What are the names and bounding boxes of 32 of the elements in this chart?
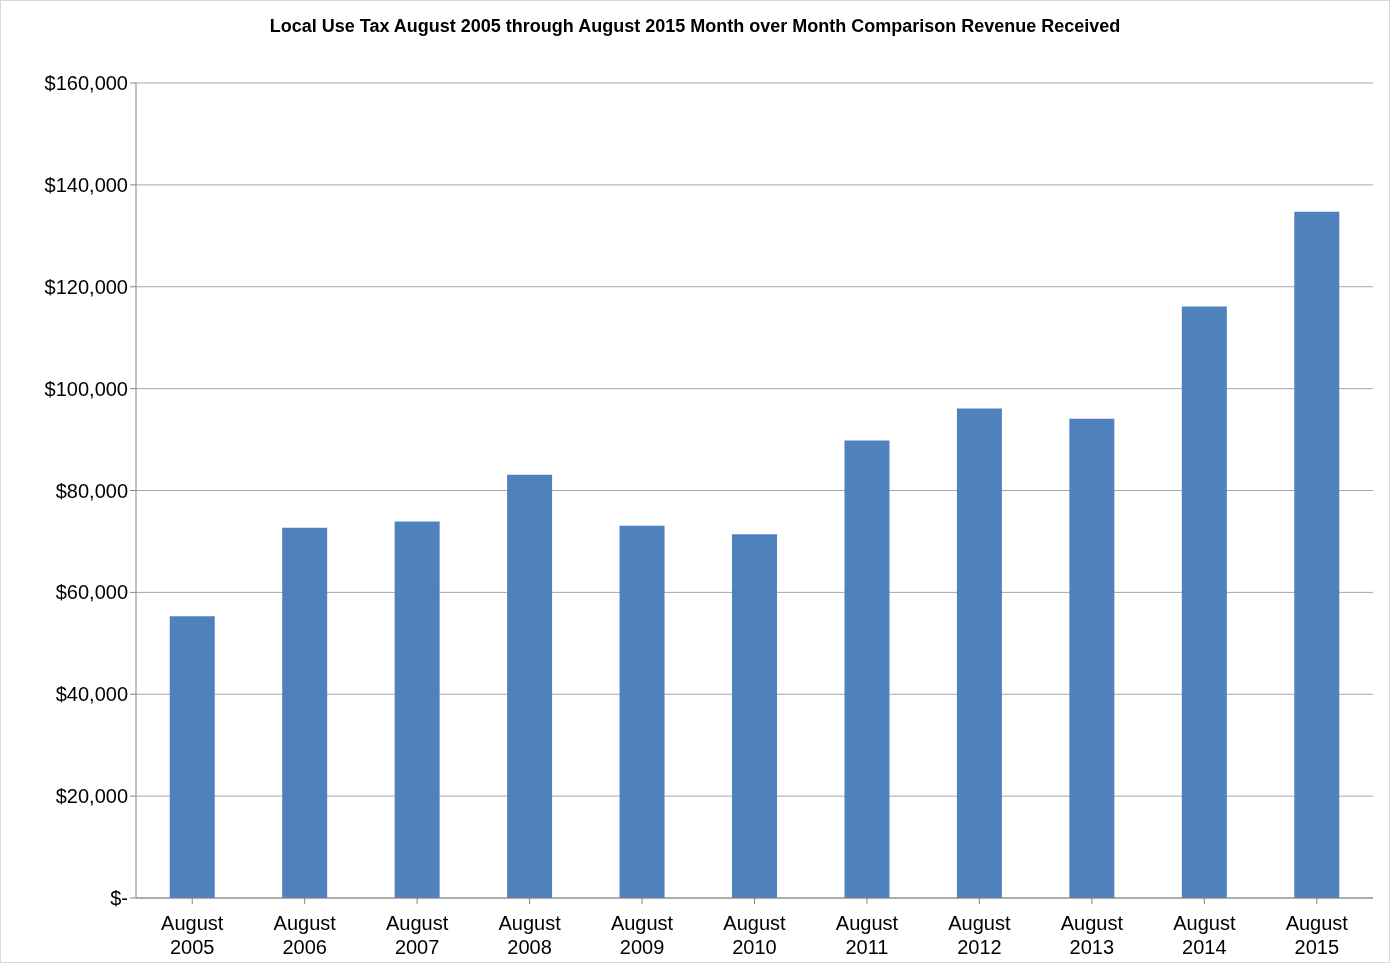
bar xyxy=(844,440,890,898)
bar xyxy=(1069,418,1115,898)
bar xyxy=(282,527,328,898)
x-tick-label: August 2011 xyxy=(835,912,899,958)
bar xyxy=(394,521,440,898)
y-tick-label: $100,000 xyxy=(44,377,128,400)
x-tick-label: August 2015 xyxy=(1285,912,1349,958)
x-tick-label: August 2014 xyxy=(1173,912,1236,958)
bar xyxy=(1294,211,1340,898)
y-tick-label: $- xyxy=(110,887,128,910)
bar xyxy=(1181,306,1227,898)
x-tick-label: August 2008 xyxy=(498,912,562,958)
x-tick-label: August 2006 xyxy=(273,912,337,958)
x-tick-label: August 2007 xyxy=(386,912,449,958)
bar xyxy=(169,616,215,898)
y-tick-label: $160,000 xyxy=(44,72,128,95)
y-tick-label: $120,000 xyxy=(44,275,128,298)
bar xyxy=(619,525,665,898)
bar xyxy=(956,408,1002,898)
x-tick-label: August 2010 xyxy=(723,912,787,958)
x-tick-label: August 2012 xyxy=(948,912,1011,958)
y-tick-label: $60,000 xyxy=(55,581,128,604)
x-tick-label: August 2005 xyxy=(161,912,224,958)
y-tick-label: $140,000 xyxy=(44,173,128,196)
y-tick-label: $20,000 xyxy=(55,785,128,808)
bar xyxy=(732,534,778,898)
chart-title: Local Use Tax August 2005 through August 2015 Month over Month Comparison Revenue Received xyxy=(268,16,1122,37)
y-tick-label: $80,000 xyxy=(55,479,128,502)
y-tick-label: $40,000 xyxy=(55,683,128,706)
x-tick-label: August 2009 xyxy=(610,912,674,958)
x-tick-label: August 2013 xyxy=(1060,912,1124,958)
bar xyxy=(507,474,553,898)
